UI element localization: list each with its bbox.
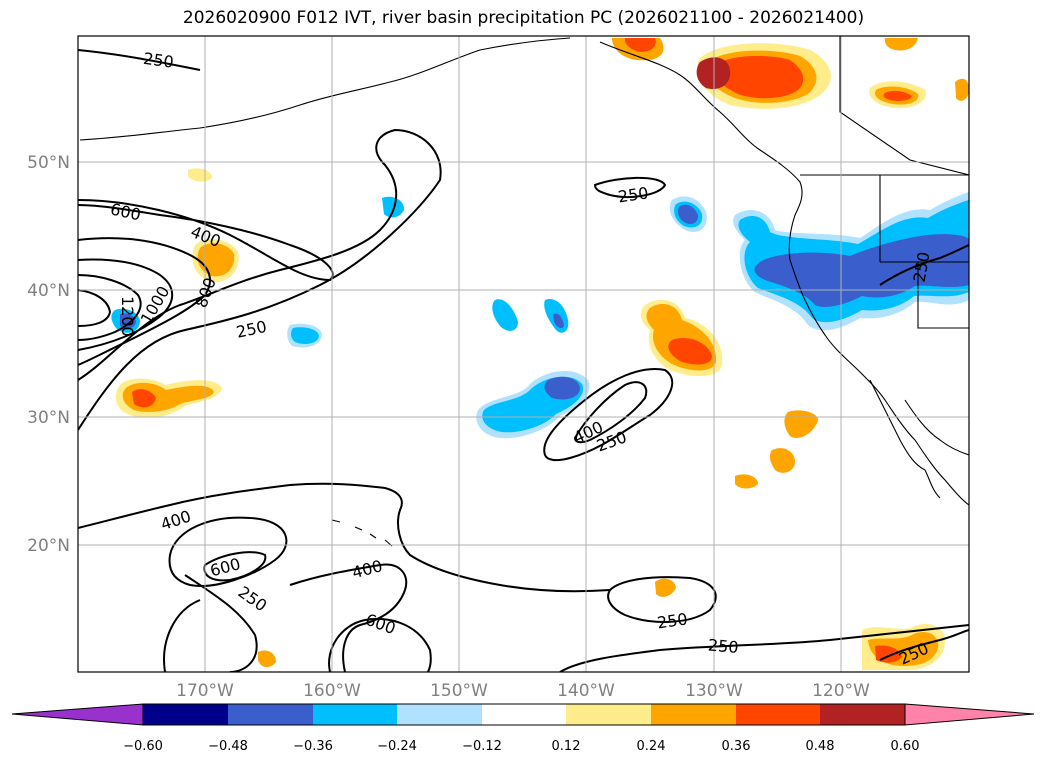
precip-region (382, 196, 405, 218)
lat-label: 40°N (27, 281, 70, 301)
mexico-coast (904, 399, 969, 456)
precip-region (132, 389, 156, 408)
ivt-contour-250 (879, 244, 969, 286)
precip-region (492, 299, 518, 331)
ivt-contour-600 (203, 551, 267, 582)
precip-fill-layer (111, 38, 969, 670)
precip-region (754, 234, 969, 307)
colorbar-segment (820, 704, 905, 725)
ivt-contour-600 (328, 618, 432, 672)
lon-label: 150°W (430, 681, 488, 701)
colorbar-tick-label: 0.36 (722, 739, 751, 754)
precip-region (544, 376, 580, 400)
precip-region (188, 168, 212, 182)
ivt-contour-400 (289, 563, 408, 672)
colorbar-tick-label: 0.48 (806, 739, 835, 754)
ivt-contour-label: 1200 (118, 296, 137, 337)
precip-region (884, 38, 918, 51)
hawaii-islands (331, 519, 393, 547)
ivt-contour-label: 250 (142, 49, 175, 72)
graticule (78, 36, 969, 672)
colorbar: −0.60 −0.48 −0.36 −0.24 −0.12 0.12 0.24 … (11, 703, 1035, 754)
ivt-contour-400 (573, 381, 648, 444)
ivt-contour-250 (543, 368, 674, 462)
ivt-contour-1000 (78, 274, 142, 341)
ivt-contour-250 (879, 629, 969, 661)
colorbar-tick-label: −0.60 (123, 739, 163, 754)
ivt-contour-layer (78, 49, 969, 672)
precip-region (955, 78, 969, 101)
lon-label: 160°W (303, 681, 361, 701)
ivt-contour-250 (593, 176, 667, 198)
lon-label: 120°W (812, 681, 870, 701)
baja-california-coast (869, 379, 941, 499)
north-america-coast (599, 41, 969, 506)
ivt-contour-label: 250 (656, 609, 689, 632)
colorbar-segment (397, 704, 482, 725)
colorbar-extend-max (904, 703, 1035, 726)
colorbar-tick-label: 0.12 (552, 739, 581, 754)
precip-region (883, 90, 912, 101)
precip-region (769, 448, 795, 473)
ivt-contour-250 (607, 576, 717, 623)
latitude-labels: 50°N 40°N 30°N 20°N (27, 153, 70, 556)
colorbar-segment (736, 704, 820, 725)
colorbar-segment (566, 704, 651, 725)
lon-label: 140°W (557, 681, 615, 701)
precip-region (120, 313, 136, 329)
longitude-labels: 170°W 160°W 150°W 140°W 130°W 120°W (176, 681, 870, 701)
precip-region (553, 313, 564, 329)
aleutian-chain (79, 37, 571, 141)
colorbar-segment (482, 704, 566, 725)
ivt-contour-label: 250 (617, 183, 650, 206)
colorbar-segment (228, 704, 313, 725)
colorbar-segment (651, 704, 736, 725)
ivt-contour-400 (168, 516, 288, 587)
ivt-contour-800 (78, 258, 174, 351)
lat-label: 30°N (27, 408, 70, 428)
precip-region (668, 337, 712, 365)
ivt-contour-label: 250 (707, 635, 739, 657)
precip-region (735, 474, 758, 489)
precip-region (696, 57, 731, 90)
ivt-contour-400 (78, 199, 334, 282)
lon-label: 130°W (685, 681, 743, 701)
colorbar-segment (313, 704, 397, 725)
colorbar-tick-label: 0.24 (637, 739, 666, 754)
lat-label: 50°N (27, 153, 70, 173)
ivt-contour-250 (78, 49, 201, 71)
ivt-contour-250 (78, 482, 611, 593)
colorbar-tick-label: −0.12 (462, 739, 502, 754)
precip-region (290, 327, 319, 344)
colorbar-tick-label: 0.60 (891, 739, 920, 754)
colorbar-extend-min (11, 703, 144, 726)
ivt-contour-250 (559, 624, 969, 672)
ivt-contour-1200 (78, 289, 112, 327)
map-plot-area (78, 36, 969, 672)
colorbar-tick-label: −0.36 (293, 739, 333, 754)
colorbar-segment (143, 704, 228, 725)
precip-region (713, 55, 804, 99)
map-title: 2026020900 F012 IVT, river basin precipi… (182, 8, 865, 28)
precip-region (258, 650, 276, 668)
precip-region (655, 578, 676, 597)
map-frame (77, 35, 970, 673)
ivt-contour-250 (78, 128, 442, 431)
colorbar-tick-label: −0.24 (377, 739, 417, 754)
colorbar-tick-label: −0.48 (208, 739, 248, 754)
precip-region (677, 204, 698, 224)
ivt-contour-250 (163, 574, 258, 672)
lon-label: 170°W (176, 681, 234, 701)
precip-region (624, 38, 656, 52)
lat-label: 20°N (27, 536, 70, 556)
